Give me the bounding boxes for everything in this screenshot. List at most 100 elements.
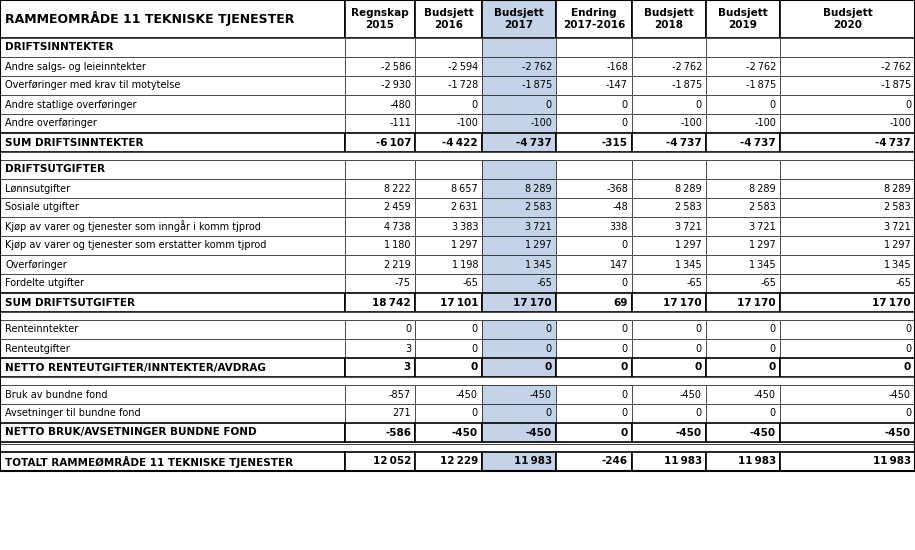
Text: 8 222: 8 222	[384, 184, 411, 194]
Bar	[780, 255, 915, 274]
Bar	[632, 339, 706, 358]
Bar	[345, 293, 415, 312]
Text: -1 875: -1 875	[522, 80, 552, 91]
Bar	[482, 76, 556, 95]
Bar	[780, 38, 915, 57]
Bar	[482, 358, 556, 377]
Bar	[780, 320, 915, 339]
Bar	[706, 179, 780, 198]
Bar	[345, 160, 415, 179]
Text: 147: 147	[609, 260, 628, 270]
Text: 0: 0	[470, 362, 478, 372]
Bar	[415, 404, 482, 423]
Text: 8 289: 8 289	[525, 184, 552, 194]
Bar	[0, 320, 345, 339]
Text: -2 930: -2 930	[381, 80, 411, 91]
Bar	[415, 179, 482, 198]
Bar	[415, 160, 482, 179]
Text: 0: 0	[769, 362, 776, 372]
Text: -450: -450	[889, 389, 911, 399]
Bar	[482, 76, 556, 95]
Text: -1 875: -1 875	[881, 80, 911, 91]
Bar	[632, 255, 706, 274]
Text: 2 583: 2 583	[675, 202, 702, 212]
Bar	[0, 198, 345, 217]
Bar	[706, 114, 780, 133]
Bar	[706, 339, 780, 358]
Text: -147: -147	[606, 80, 628, 91]
Bar	[780, 114, 915, 133]
Bar	[706, 76, 780, 95]
Text: -100: -100	[456, 118, 478, 129]
Text: -65: -65	[686, 278, 702, 289]
Bar	[415, 236, 482, 255]
Text: 0: 0	[622, 118, 628, 129]
Text: 4 738: 4 738	[384, 222, 411, 232]
Bar	[556, 198, 632, 217]
Bar	[780, 95, 915, 114]
Text: 12 052: 12 052	[372, 456, 411, 466]
Bar	[632, 114, 706, 133]
Bar	[632, 160, 706, 179]
Text: 0: 0	[770, 100, 776, 109]
Bar	[632, 423, 706, 442]
Bar	[706, 358, 780, 377]
Bar	[632, 0, 706, 38]
Bar	[632, 452, 706, 471]
Text: -2 594: -2 594	[447, 62, 478, 72]
Bar	[556, 133, 632, 152]
Bar	[345, 385, 415, 404]
Bar	[345, 0, 415, 38]
Bar	[0, 0, 915, 471]
Bar	[780, 114, 915, 133]
Bar	[482, 274, 556, 293]
Bar	[345, 274, 415, 293]
Bar	[0, 312, 915, 320]
Bar	[0, 274, 345, 293]
Text: 0: 0	[696, 324, 702, 334]
Text: Budsjett
2016: Budsjett 2016	[424, 8, 473, 30]
Text: Renteinntekter: Renteinntekter	[5, 324, 79, 334]
Bar	[632, 358, 706, 377]
Bar	[0, 423, 345, 442]
Text: 0: 0	[472, 409, 478, 419]
Bar	[556, 38, 632, 57]
Bar	[632, 38, 706, 57]
Text: -1 875: -1 875	[672, 80, 702, 91]
Bar	[415, 0, 482, 38]
Bar	[345, 293, 415, 312]
Bar	[780, 57, 915, 76]
Bar	[632, 133, 706, 152]
Bar	[415, 339, 482, 358]
Bar	[0, 339, 345, 358]
Bar	[345, 76, 415, 95]
Bar	[345, 217, 415, 236]
Bar	[0, 179, 345, 198]
Bar	[632, 179, 706, 198]
Bar	[415, 274, 482, 293]
Bar	[706, 236, 780, 255]
Bar	[0, 57, 345, 76]
Bar	[556, 339, 632, 358]
Bar	[780, 57, 915, 76]
Text: 3: 3	[404, 362, 411, 372]
Bar	[780, 160, 915, 179]
Bar	[482, 255, 556, 274]
Text: 0: 0	[472, 100, 478, 109]
Text: 2 583: 2 583	[525, 202, 552, 212]
Bar	[345, 95, 415, 114]
Bar	[780, 76, 915, 95]
Text: Sosiale utgifter: Sosiale utgifter	[5, 202, 79, 212]
Bar	[780, 179, 915, 198]
Bar	[482, 274, 556, 293]
Bar	[415, 320, 482, 339]
Text: -2 762: -2 762	[880, 62, 911, 72]
Text: 17 170: 17 170	[513, 298, 552, 307]
Text: -4 422: -4 422	[442, 138, 478, 147]
Bar	[706, 133, 780, 152]
Bar	[0, 385, 345, 404]
Text: 3: 3	[404, 344, 411, 354]
Bar	[556, 133, 632, 152]
Bar	[415, 114, 482, 133]
Text: 2 631: 2 631	[451, 202, 478, 212]
